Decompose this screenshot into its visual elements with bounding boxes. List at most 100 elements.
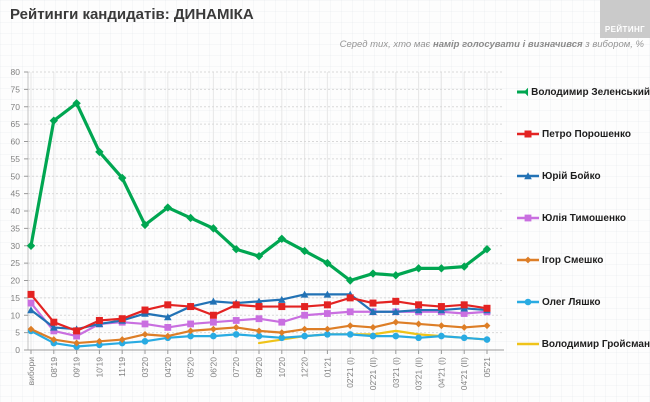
series-marker-lyashko — [301, 332, 308, 340]
series-marker-lyashko — [460, 334, 468, 342]
y-axis-label: 65 — [11, 119, 21, 129]
series-marker-poroshenko — [27, 290, 35, 298]
series-marker-smeshko — [278, 329, 286, 337]
series-marker-boyko — [209, 297, 218, 305]
series-marker-lyashko — [346, 331, 354, 338]
series-marker-zelensky — [72, 99, 81, 108]
series-marker-zelensky — [323, 258, 332, 268]
y-axis-label: 20 — [11, 276, 21, 286]
y-axis-label: 75 — [11, 84, 21, 94]
series-marker-tymoshenko — [141, 320, 149, 328]
y-axis-label: 50 — [11, 171, 21, 181]
series-marker-poroshenko — [369, 299, 377, 307]
series-marker-smeshko — [50, 336, 58, 343]
legend-marker-icon — [517, 130, 539, 138]
series-marker-smeshko — [27, 325, 35, 333]
y-axis-label: 45 — [11, 189, 21, 199]
series-marker-smeshko — [232, 324, 240, 331]
series-marker-zelensky — [26, 241, 36, 250]
series-marker-lyashko — [232, 331, 240, 338]
x-axis-label: 03'21 (II) — [414, 357, 424, 390]
series-marker-tymoshenko — [164, 324, 172, 331]
series-marker-smeshko — [460, 324, 468, 331]
legend-label: Юрій Бойко — [542, 170, 601, 182]
series-marker-tymoshenko — [324, 310, 331, 317]
series-marker-poroshenko — [164, 301, 172, 309]
series-marker-zelensky — [232, 245, 241, 254]
legend-label: Юлія Тимошенко — [542, 212, 626, 224]
series-marker-boyko — [300, 290, 309, 298]
series-marker-lyashko — [324, 331, 331, 338]
series-marker-tymoshenko — [255, 315, 263, 323]
series-marker-lyashko — [50, 339, 58, 347]
series-marker-poroshenko — [460, 301, 468, 309]
series-marker-tymoshenko — [278, 318, 286, 326]
series-marker-lyashko — [73, 343, 80, 350]
legend-item-lyashko: Олег Ляшко — [517, 296, 650, 308]
y-axis-label: 25 — [11, 258, 21, 268]
x-axis-label: 09'20 — [254, 357, 264, 378]
series-marker-smeshko — [164, 332, 172, 340]
series-marker-zelensky — [482, 245, 492, 254]
legend-marker-icon — [517, 342, 539, 346]
series-marker-lyashko — [392, 332, 400, 340]
legend-label: Олег Ляшко — [542, 296, 601, 308]
series-marker-smeshko — [369, 324, 377, 331]
series-marker-lyashko — [278, 334, 286, 342]
series-marker-zelensky — [209, 224, 218, 233]
legend-item-boyko: Юрій Бойко — [517, 170, 650, 182]
x-axis-label: 04'21 (II) — [459, 357, 469, 390]
series-marker-tymoshenko — [232, 317, 240, 324]
series-marker-tymoshenko — [27, 299, 35, 307]
x-axis-label: 04'21 (I) — [436, 357, 446, 388]
y-axis-label: 30 — [11, 241, 21, 251]
series-marker-zelensky — [118, 173, 127, 183]
series-marker-smeshko — [301, 325, 308, 333]
legend-label: Володимир Зеленський — [531, 86, 650, 98]
series-marker-poroshenko — [255, 303, 263, 311]
series-marker-zelensky — [346, 276, 355, 285]
legend-item-zelensky: Володимир Зеленський — [517, 86, 650, 98]
series-marker-tymoshenko — [460, 310, 468, 317]
series-marker-zelensky — [49, 116, 58, 125]
series-marker-zelensky — [140, 220, 150, 230]
y-axis-label: 35 — [11, 223, 21, 233]
series-marker-smeshko — [483, 322, 491, 330]
chart-subtitle-prefix: Серед тих, хто має — [339, 39, 433, 50]
x-axis-label: 03'20 — [140, 357, 150, 378]
series-marker-lyashko — [210, 332, 217, 340]
x-axis-label: 11'19 — [117, 357, 127, 377]
series-marker-poroshenko — [346, 294, 354, 302]
legend-item-poroshenko: Петро Порошенко — [517, 128, 650, 140]
x-axis-label: 08'19 — [49, 357, 59, 378]
y-axis-label: 40 — [11, 206, 21, 216]
series-marker-smeshko — [73, 339, 80, 347]
x-axis-label: 07'20 — [231, 357, 241, 378]
series-marker-poroshenko — [415, 301, 423, 309]
series-marker-poroshenko — [437, 303, 445, 311]
series-marker-poroshenko — [392, 297, 400, 305]
series-marker-boyko — [414, 306, 423, 314]
series-marker-smeshko — [187, 327, 194, 335]
y-axis-label: 80 — [11, 67, 21, 77]
y-axis-label: 10 — [11, 310, 21, 320]
series-marker-smeshko — [210, 325, 217, 333]
series-marker-lyashko — [369, 332, 377, 340]
series-marker-poroshenko — [187, 303, 195, 311]
series-marker-tymoshenko — [210, 318, 217, 326]
series-marker-lyashko — [415, 334, 422, 342]
series-marker-boyko — [255, 297, 263, 305]
x-axis-label: 05'21 — [482, 357, 492, 378]
series-marker-smeshko — [324, 325, 331, 333]
x-axis-label: 04'20 — [163, 357, 173, 378]
x-axis-label: вибори — [26, 357, 36, 386]
series-marker-boyko — [164, 313, 172, 321]
series-marker-zelensky — [414, 264, 423, 273]
series-marker-zelensky — [437, 264, 446, 273]
legend-label: Ігор Смешко — [542, 254, 604, 266]
series-marker-poroshenko — [50, 318, 58, 326]
chart-subtitle-bold: намір голосувати і визначився — [432, 39, 583, 50]
x-axis-label: 06'20 — [208, 357, 218, 378]
series-marker-zelensky — [163, 203, 172, 212]
